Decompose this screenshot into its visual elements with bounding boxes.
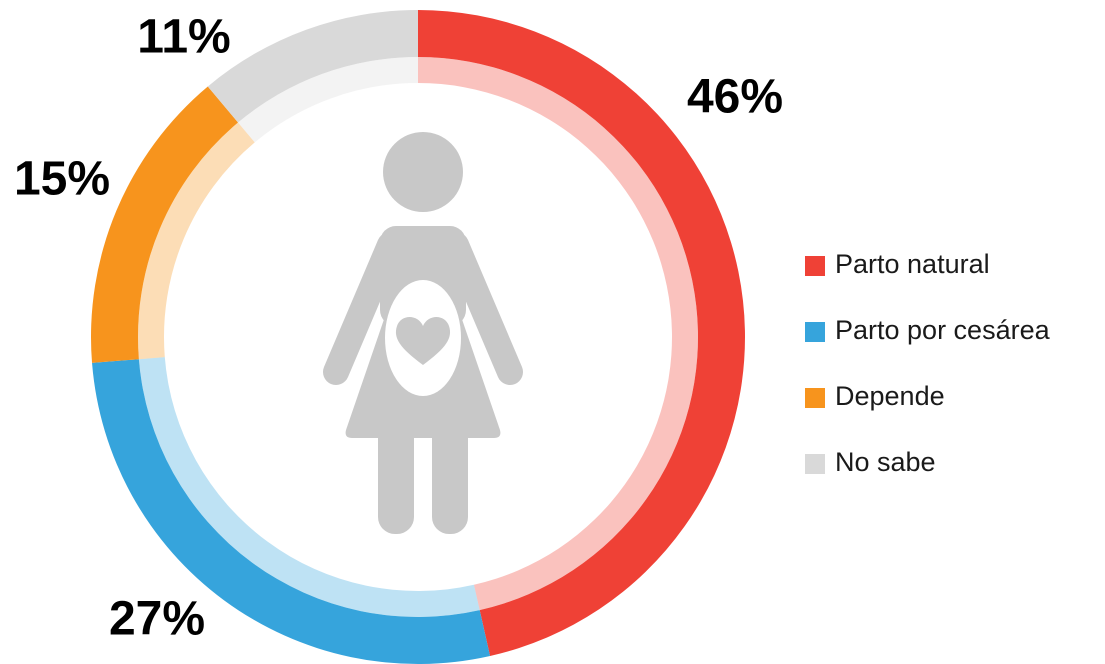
pregnant-icon	[323, 132, 523, 534]
data-label: 46%	[687, 71, 783, 124]
legend-label: No sabe	[835, 447, 936, 477]
legend-swatch	[805, 454, 825, 474]
legend-label: Parto por cesárea	[835, 315, 1051, 345]
legend-swatch	[805, 256, 825, 276]
data-label: 27%	[109, 593, 205, 646]
legend-label: Depende	[835, 381, 945, 411]
donut-segment	[92, 359, 491, 664]
legend-swatch	[805, 322, 825, 342]
data-label: 15%	[14, 153, 110, 206]
donut	[91, 10, 745, 664]
legend-swatch	[805, 388, 825, 408]
legend-label: Parto natural	[835, 249, 990, 279]
donut-segment	[207, 10, 418, 123]
legend: Parto natural Parto por cesárea Depende No …	[805, 249, 1051, 477]
donut-inner-segment	[238, 57, 418, 143]
donut-segment	[418, 10, 745, 656]
data-label: 11%	[137, 11, 230, 64]
donut-segment	[91, 86, 239, 363]
donut-inner-segment	[137, 122, 255, 360]
donut-inner-segment	[138, 357, 480, 618]
